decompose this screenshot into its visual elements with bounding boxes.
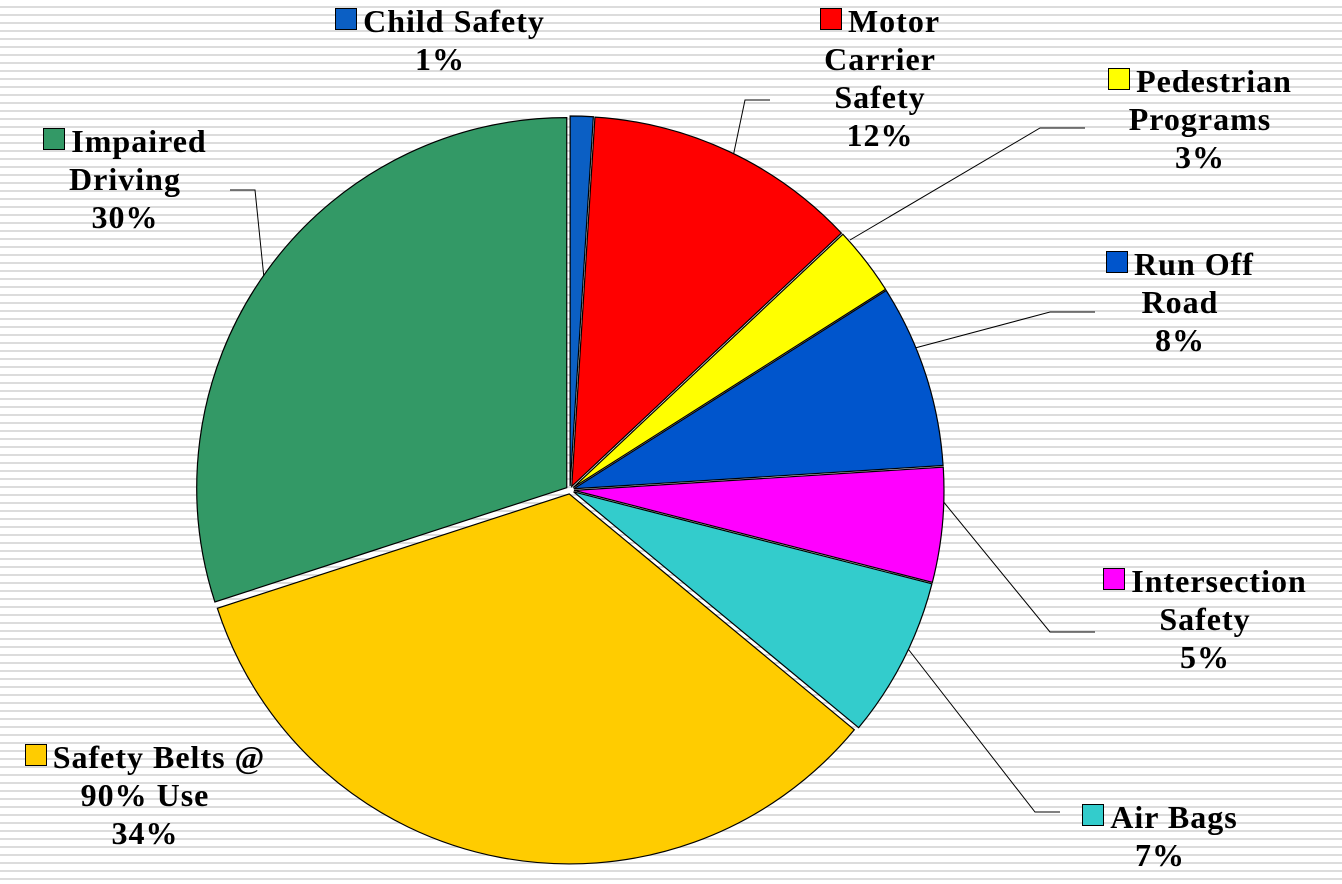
slice-label: Pedestrian Programs 3% [1070,62,1330,176]
value-label: 12% [846,117,914,153]
leader-line [904,644,1060,813]
legend-swatch [1108,68,1131,90]
legend-swatch [1103,568,1126,590]
value-label: 8% [1155,322,1205,358]
leader-line [230,189,266,289]
leader-line [914,311,1095,349]
pie-slice [573,289,944,490]
category-label: Run Off Road [1134,246,1254,320]
slice-label: Impaired Driving 30% [5,122,245,236]
slice-label: Run Off Road 8% [1090,245,1270,359]
slice-label: Air Bags 7% [1055,798,1265,874]
category-label: Child Safety [363,3,545,39]
pie-slice [196,117,568,603]
legend-swatch [1082,804,1105,826]
value-label: 1% [415,41,465,77]
category-label: Impaired Driving [69,123,207,197]
leader-lines [230,99,1095,813]
legend-swatch [819,8,842,30]
slice-label: Intersection Safety 5% [1070,562,1340,676]
value-label: 7% [1135,837,1185,873]
legend-swatch [1106,251,1129,273]
pie-slice [569,115,594,487]
value-label: 34% [111,815,179,851]
pie-slice [573,466,945,584]
pie-slice [571,116,843,488]
leader-line [941,499,1095,633]
legend-swatch [43,128,66,150]
value-label: 5% [1180,639,1230,675]
pie-slice [573,491,933,729]
pie-slice [572,233,887,489]
legend-swatch [335,8,358,30]
category-label: Intersection Safety [1131,563,1307,637]
slice-label: Child Safety 1% [280,2,600,78]
category-label: Motor Carrier Safety [824,3,941,115]
slice-label: Safety Belts @ 90% Use 34% [0,738,290,852]
slice-label: Motor Carrier Safety 12% [800,2,960,154]
legend-swatch [24,744,47,766]
value-label: 3% [1175,139,1225,175]
pie-slice [216,493,856,865]
leader-line [849,127,1085,241]
category-label: Air Bags [1110,799,1238,835]
value-label: 30% [91,199,159,235]
category-label: Pedestrian Programs [1128,63,1292,137]
category-label: Safety Belts @ 90% Use [52,739,266,813]
